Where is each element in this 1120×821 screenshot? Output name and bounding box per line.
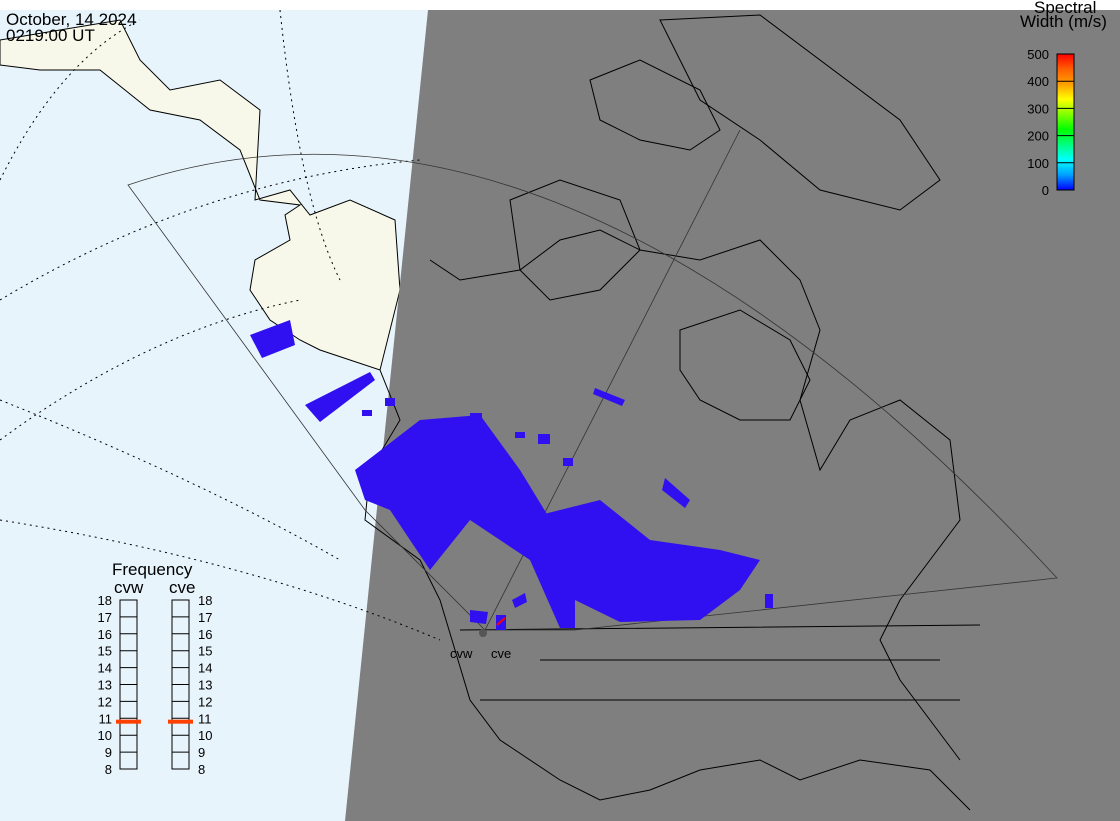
colorbar-tick-label: 500	[1027, 47, 1049, 62]
scatter-cell	[470, 413, 482, 419]
frequency-tick-label: 13	[198, 678, 212, 693]
scatter-cell-red	[496, 617, 506, 626]
frequency-tick-label: 18	[198, 593, 212, 608]
frequency-tick-label: 15	[198, 644, 212, 659]
colorbar-gradient	[1056, 53, 1075, 191]
frequency-tick-label: 12	[198, 694, 212, 709]
frequency-tick-label: 11	[198, 711, 212, 726]
night-region	[345, 10, 1120, 821]
frequency-tick-label: 16	[198, 627, 212, 642]
frequency-marker	[168, 719, 193, 724]
colorbar-tick-label: 0	[1042, 183, 1049, 198]
frequency-tick-label: 17	[198, 610, 212, 625]
scatter-cell	[250, 320, 295, 358]
frequency-tick-label: 14	[98, 661, 112, 676]
frequency-tick-label: 12	[98, 694, 112, 709]
scatter-cell	[470, 610, 488, 624]
frequency-tick-label: 10	[198, 728, 212, 743]
scatter-cell	[662, 478, 690, 508]
radar-site-cvw	[479, 629, 487, 637]
top-strip	[0, 0, 1120, 10]
time-label: 0219:00 UT	[6, 26, 95, 45]
colorbar-tick-label: 400	[1027, 74, 1049, 89]
frequency-title: Frequency	[112, 560, 193, 579]
radar-label-cve: cve	[169, 578, 196, 597]
frequency-tick-label: 9	[198, 745, 205, 760]
frequency-marker	[116, 719, 141, 724]
scatter-cell	[362, 410, 372, 416]
scatter-cells	[250, 320, 773, 630]
date-label: October, 14 2024	[6, 10, 137, 29]
scatter-cell	[355, 415, 575, 628]
alaska-land	[0, 19, 401, 371]
frequency-tick-label: 16	[98, 627, 112, 642]
frequency-tick-label: 11	[99, 711, 113, 726]
frequency-tick-label: 10	[98, 728, 112, 743]
scatter-cell	[512, 593, 527, 608]
scatter-cell	[305, 372, 375, 422]
radar-label-cvw: cvw	[114, 578, 144, 597]
frequency-tick-label: 8	[105, 762, 112, 777]
colorbar: 0 100 200 300 400 500	[1027, 47, 1075, 198]
scatter-cell	[515, 432, 525, 438]
colorbar-tick-label: 300	[1027, 101, 1049, 116]
frequency-tick-label: 14	[198, 661, 212, 676]
scatter-cell	[385, 398, 395, 406]
colorbar-tick-label: 200	[1027, 129, 1049, 144]
scatter-cell	[593, 388, 625, 406]
frequency-tick-label: 9	[105, 745, 112, 760]
map-label-cve: cve	[491, 646, 512, 661]
frequency-tick-label: 13	[98, 678, 112, 693]
colorbar-title-2: Width (m/s)	[1020, 12, 1107, 31]
frequency-tick-label: 15	[98, 644, 112, 659]
scatter-cell	[520, 500, 760, 622]
colorbar-title-1: Spectral	[1034, 0, 1097, 17]
frequency-tick-label: 8	[198, 762, 205, 777]
scatter-cell	[538, 434, 550, 444]
frequency-tick-label: 17	[98, 610, 112, 625]
frequency-tick-label: 18	[98, 593, 112, 608]
latitude-grid	[0, 9, 441, 641]
colorbar-tick-label: 100	[1027, 156, 1049, 171]
coastlines	[364, 14, 981, 811]
scatter-cell	[563, 458, 573, 466]
scatter-cell	[765, 594, 773, 608]
map-label-cvw: cvw	[450, 646, 473, 661]
